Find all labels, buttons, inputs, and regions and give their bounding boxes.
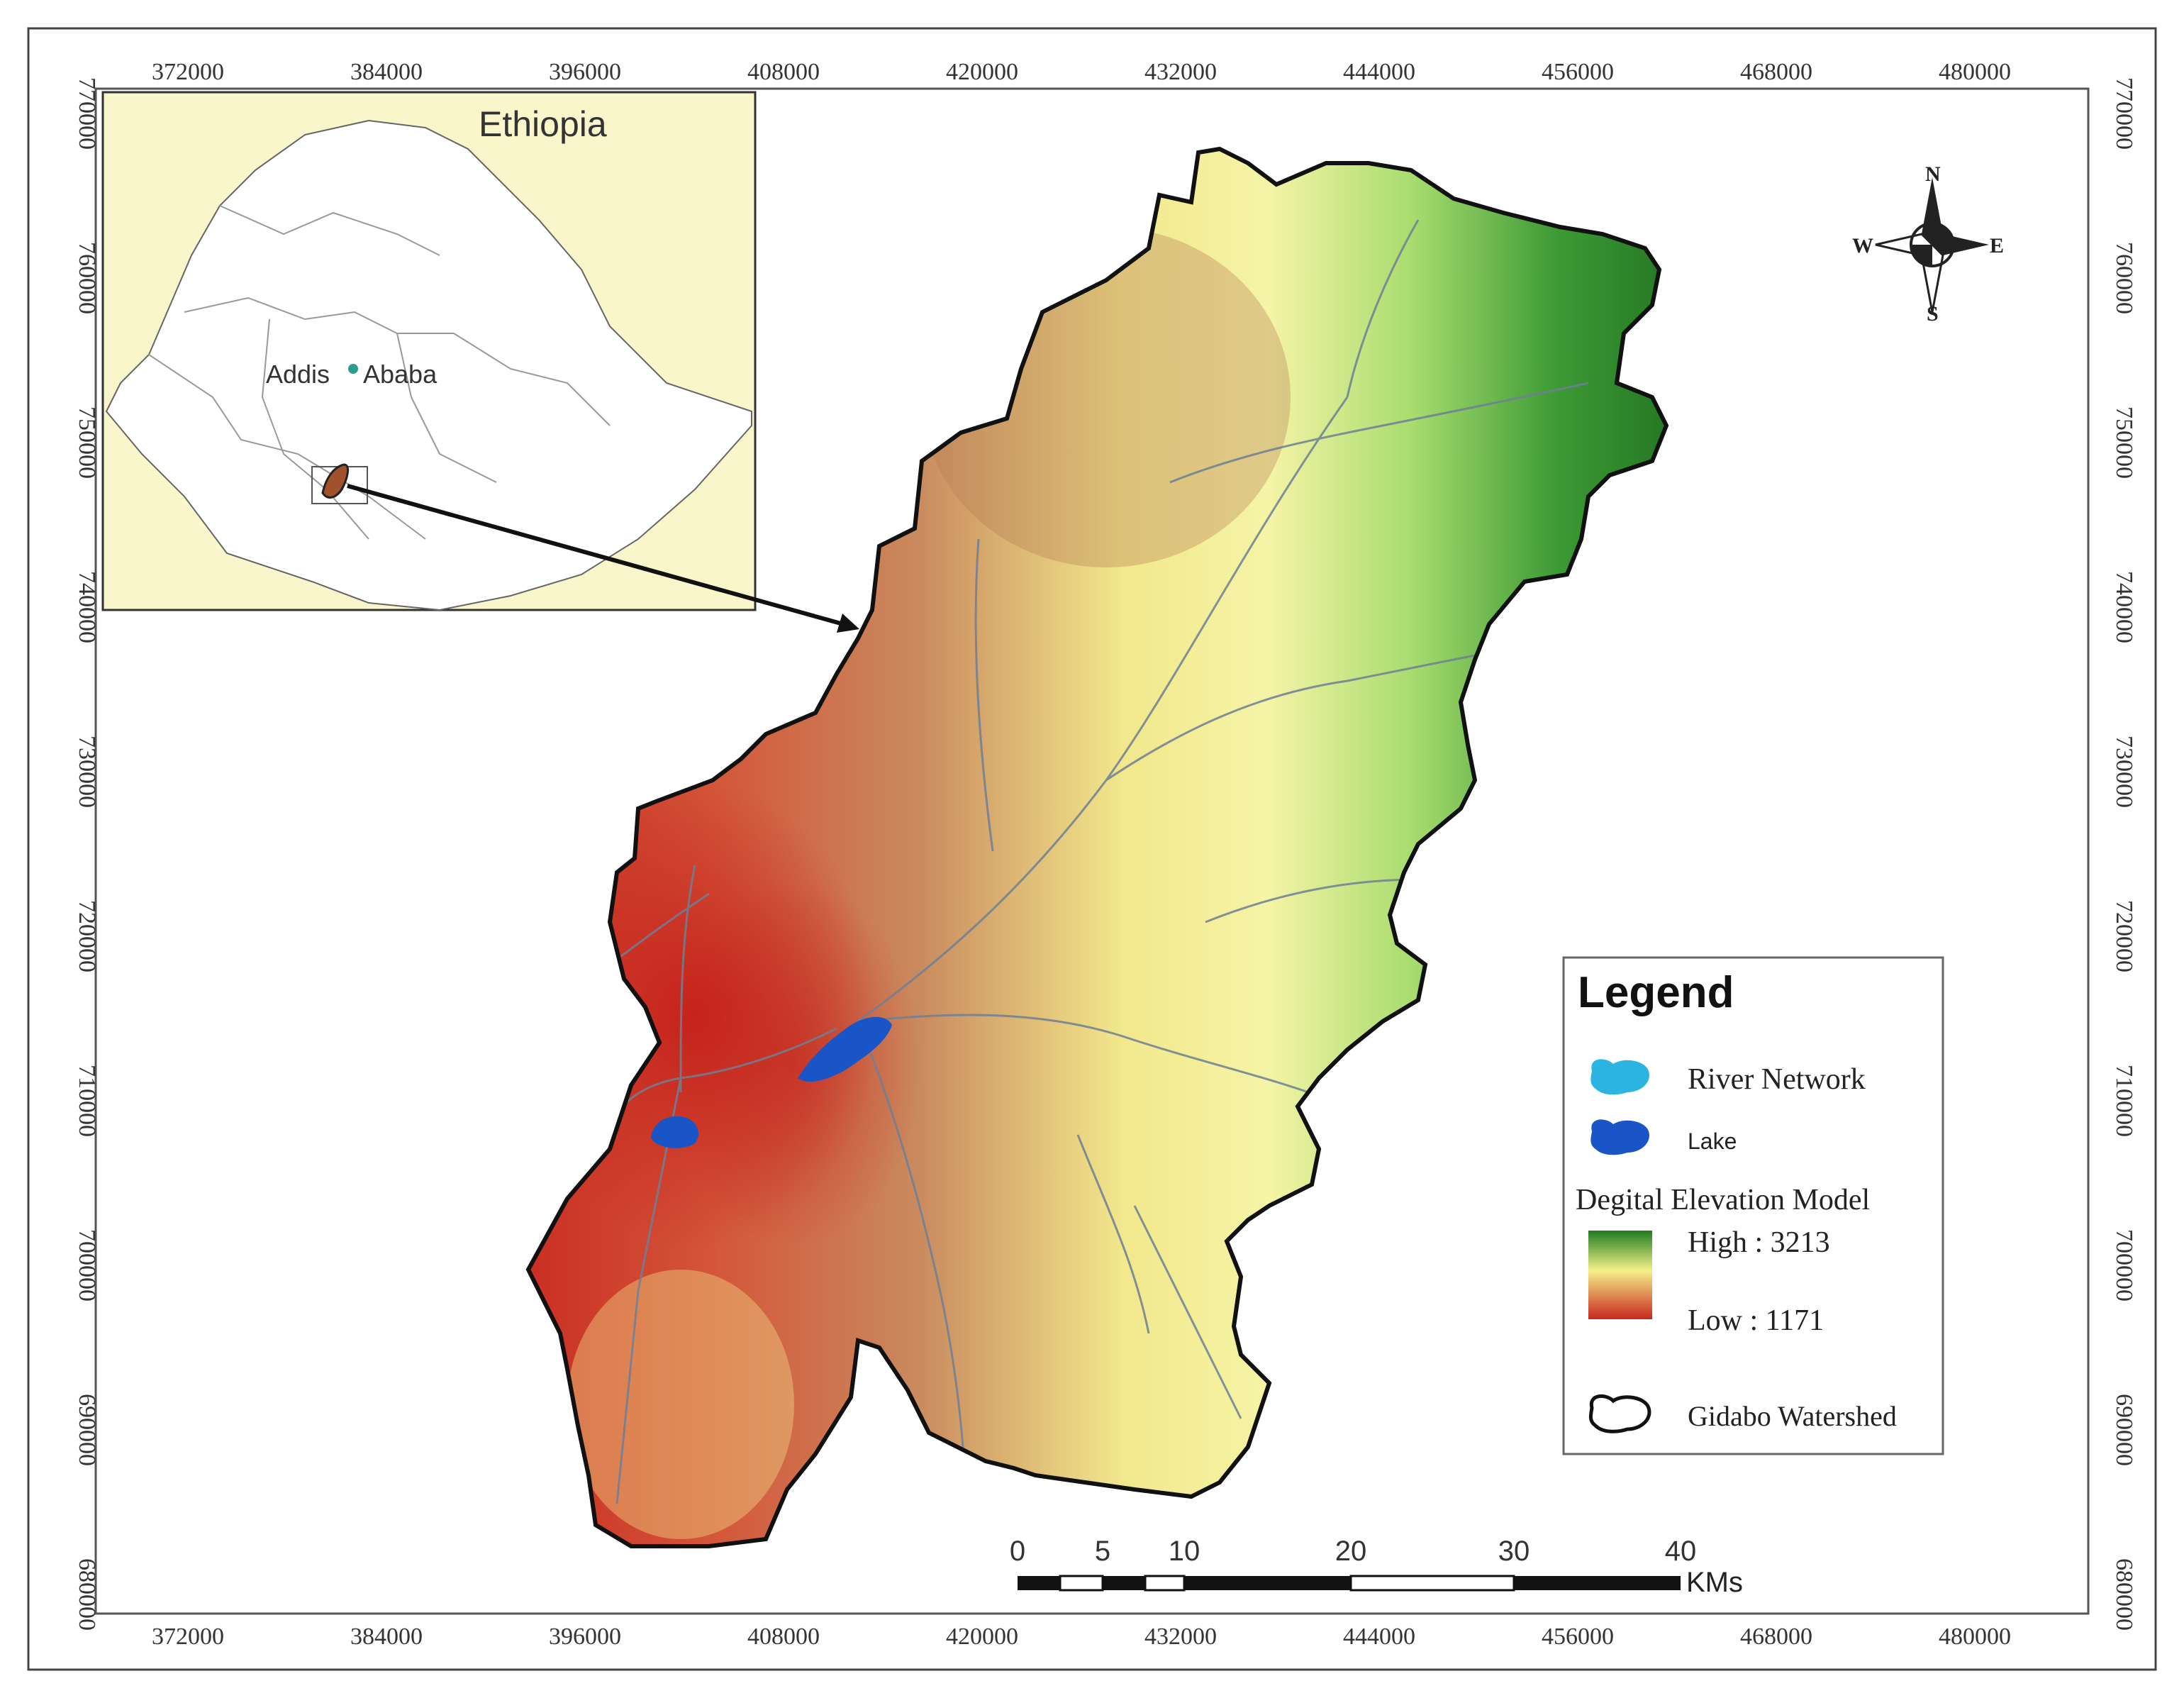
x-tick-bottom: 420000 — [946, 1624, 1018, 1650]
x-tick-top: 468000 — [1740, 59, 1812, 85]
inset-watershed-marker — [321, 463, 350, 499]
x-tick-bottom: 372000 — [152, 1624, 224, 1650]
y-tick-right: 760000 — [2111, 242, 2137, 314]
x-axis-ticks-top: 372000 384000 396000 408000 420000 432000 4440… — [152, 59, 2011, 85]
x-tick-top: 384000 — [350, 59, 423, 85]
x-tick-top: 444000 — [1343, 59, 1415, 85]
scale-bar-label: 20 — [1335, 1536, 1367, 1567]
gidabo-watershed-boundary — [525, 146, 1669, 1548]
y-tick-right: 680000 — [2111, 1558, 2137, 1631]
east-label: E — [1990, 234, 2004, 257]
inset-title: Ethiopia — [479, 104, 607, 144]
y-tick-left: 690000 — [74, 1394, 100, 1466]
lake-south — [651, 1116, 698, 1148]
y-axis-ticks-left: 770000 760000 750000 740000 730000 720000 7100… — [74, 77, 100, 1631]
addis-ababa-dot — [348, 364, 358, 374]
y-tick-left: 710000 — [74, 1065, 100, 1137]
lakes — [651, 1016, 892, 1148]
y-tick-right: 690000 — [2111, 1394, 2137, 1466]
y-tick-right: 770000 — [2111, 77, 2137, 150]
x-tick-top: 408000 — [747, 59, 820, 85]
y-tick-right: 750000 — [2111, 406, 2137, 479]
legend-river-label: River Network — [1688, 1063, 1866, 1096]
legend-watershed-swatch — [1588, 1394, 1651, 1433]
legend-river-swatch — [1590, 1059, 1649, 1095]
x-tick-bottom: 408000 — [747, 1624, 820, 1650]
legend-dem-low: Low : 1171 — [1688, 1304, 1824, 1337]
x-tick-top: 432000 — [1144, 59, 1217, 85]
y-tick-right: 720000 — [2111, 900, 2137, 972]
x-tick-bottom: 468000 — [1740, 1624, 1812, 1650]
x-tick-top: 456000 — [1542, 59, 1614, 85]
y-tick-right: 740000 — [2111, 571, 2137, 643]
scale-bar: 0 5 10 20 30 40 KMs — [1010, 1536, 1743, 1598]
inset-capital-label-left: Addis — [266, 360, 330, 389]
scale-bar-label: 5 — [1095, 1536, 1110, 1567]
legend-title: Legend — [1578, 968, 1734, 1017]
locator-arrow — [347, 484, 859, 633]
lake-abaya-north — [798, 1016, 892, 1082]
scale-bar-labels: 0 5 10 20 30 40 — [1010, 1536, 1696, 1567]
x-tick-top: 396000 — [549, 59, 621, 85]
ethiopia-outline — [105, 119, 752, 611]
scale-bar-unit: KMs — [1686, 1567, 1743, 1598]
x-tick-bottom: 384000 — [350, 1624, 423, 1650]
north-arrow-icon: N S E W — [1852, 162, 2004, 326]
y-tick-right: 710000 — [2111, 1065, 2137, 1137]
scale-bar-label: 40 — [1665, 1536, 1697, 1567]
scale-bar-label: 30 — [1498, 1536, 1530, 1567]
y-tick-left: 750000 — [74, 406, 100, 479]
legend-watershed-label: Gidabo Watershed — [1688, 1400, 1897, 1432]
west-label: W — [1852, 234, 1873, 257]
x-tick-bottom: 444000 — [1343, 1624, 1415, 1650]
scale-bar-label: 10 — [1169, 1536, 1200, 1567]
y-axis-ticks-right: 770000 760000 750000 740000 730000 720000 7100… — [2111, 77, 2137, 1631]
x-tick-top: 372000 — [152, 59, 224, 85]
legend-box: Legend River Network Lake Degital Elevat… — [1562, 956, 1944, 1455]
y-tick-right: 700000 — [2111, 1229, 2137, 1302]
y-tick-right: 730000 — [2111, 736, 2137, 808]
y-tick-left: 720000 — [74, 900, 100, 972]
x-tick-top: 420000 — [946, 59, 1018, 85]
x-tick-bottom: 480000 — [1939, 1624, 2011, 1650]
inset-map-ethiopia: Ethiopia Addis Ababa — [101, 91, 757, 611]
y-tick-left: 740000 — [74, 571, 100, 643]
x-tick-top: 480000 — [1939, 59, 2011, 85]
y-tick-left: 730000 — [74, 736, 100, 808]
legend-dem-colorbar — [1588, 1231, 1652, 1319]
inset-capital-label-right: Ababa — [363, 360, 438, 389]
y-tick-left: 760000 — [74, 242, 100, 314]
y-tick-left: 700000 — [74, 1229, 100, 1302]
legend-dem-high: High : 3213 — [1688, 1226, 1830, 1259]
y-tick-left: 680000 — [74, 1558, 100, 1631]
x-axis-ticks-bottom: 372000 384000 396000 408000 420000 432000 4440… — [152, 1624, 2011, 1650]
y-tick-left: 770000 — [74, 77, 100, 150]
south-label: S — [1927, 302, 1939, 326]
legend-lake-swatch — [1590, 1119, 1649, 1155]
north-label: N — [1925, 162, 1941, 186]
legend-lake-label: Lake — [1688, 1128, 1737, 1154]
legend-dem-title: Degital Elevation Model — [1576, 1184, 1870, 1216]
x-tick-bottom: 456000 — [1542, 1624, 1614, 1650]
scale-bar-label: 0 — [1010, 1536, 1025, 1567]
x-tick-bottom: 396000 — [549, 1624, 621, 1650]
x-tick-bottom: 432000 — [1144, 1624, 1217, 1650]
